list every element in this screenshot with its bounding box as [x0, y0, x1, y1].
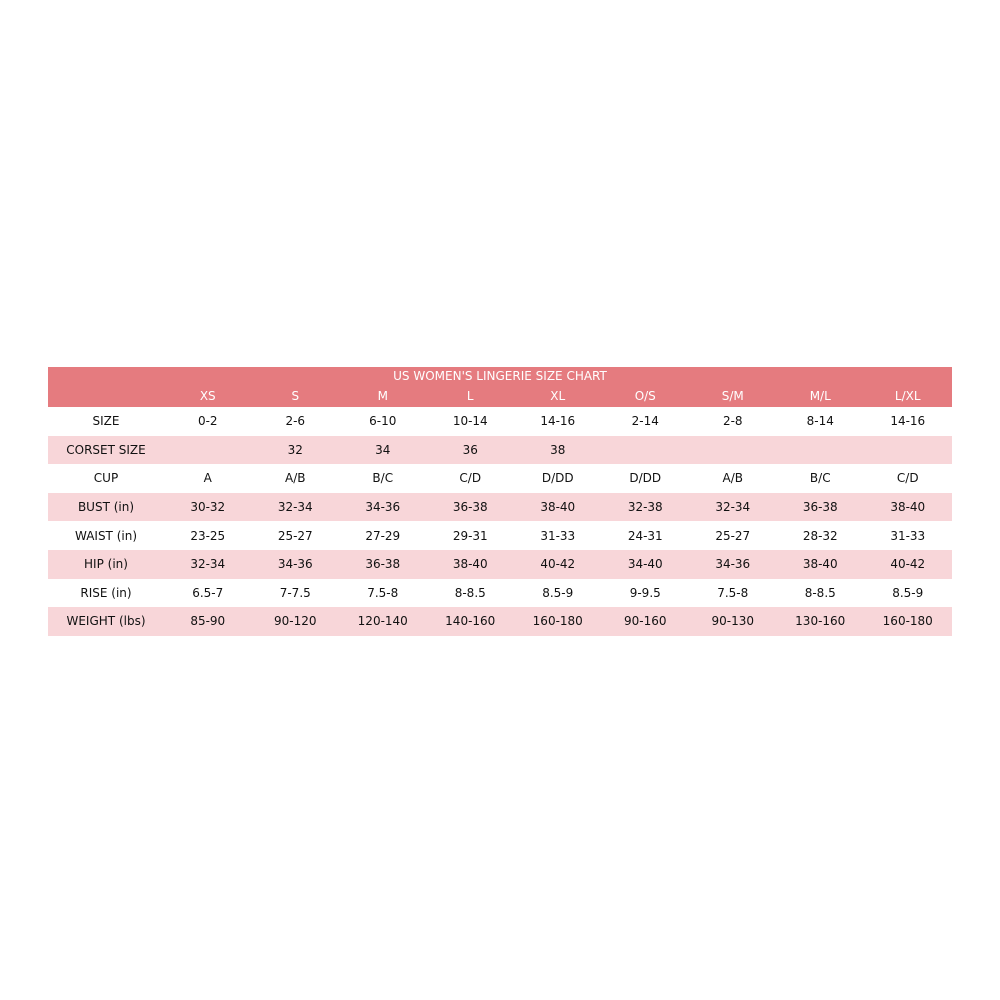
table-cell: 8.5-9 [542, 585, 574, 600]
table-cell: 23-25 [190, 528, 226, 543]
table-cell: 7.5-8 [367, 585, 399, 600]
table-cell: 120-140 [357, 614, 408, 629]
table-cell: 130-160 [795, 614, 846, 629]
table-cell: 24-31 [627, 528, 663, 543]
table-cell: 2-6 [285, 414, 306, 429]
column-header-m-l: M/L [809, 388, 831, 403]
table-cell: 36-38 [365, 557, 401, 572]
row-label: SIZE [92, 414, 120, 429]
column-header-m: M [377, 388, 388, 403]
column-header-o-s: O/S [634, 388, 656, 403]
table-cell: 85-90 [190, 614, 226, 629]
table-cell: C/D [459, 471, 482, 486]
table-cell: 14-16 [540, 414, 576, 429]
table-cell: 25-27 [277, 528, 313, 543]
table-cell: A/B [722, 471, 743, 486]
row-label: WAIST (in) [74, 528, 138, 543]
table-row: BUST (in) 30-32 32-34 34-36 36-38 38-40 32-38 3… [48, 492, 952, 522]
row-label: BUST (in) [77, 500, 135, 515]
table-cell: 34 [375, 442, 391, 457]
column-header-row: XS S M L XL O/S S/M M/L L/XL [48, 384, 952, 407]
table-cell: 34-40 [627, 557, 663, 572]
table-header: US WOMEN'S LINGERIE SIZE CHART XS S M L XL O/… [48, 367, 952, 407]
table-cell: 38-40 [452, 557, 488, 572]
table-cell: A/B [285, 471, 306, 486]
table-row: CORSET SIZE 32 34 36 38 [48, 435, 952, 465]
table-row: CUP A A/B B/C C/D D/DD D/DD A/B B/C C/D [48, 464, 952, 493]
table-row: HIP (in) 32-34 34-36 36-38 38-40 40-42 34-40 34… [48, 549, 952, 579]
table-cell: 160-180 [532, 614, 583, 629]
table-cell: 90-130 [711, 614, 754, 629]
table-cell: 38-40 [540, 500, 576, 515]
table-cell: 8-14 [806, 414, 834, 429]
table-row: WAIST (in) 23-25 25-27 27-29 29-31 31-33 24-31… [48, 521, 952, 550]
column-header-s: S [291, 388, 300, 403]
table-cell: B/C [372, 471, 394, 486]
table-cell: 34-36 [277, 557, 313, 572]
table-cell: 30-32 [190, 500, 226, 515]
table-cell: 36-38 [452, 500, 488, 515]
table-cell: 6.5-7 [192, 585, 224, 600]
table-cell: 36-38 [802, 500, 838, 515]
table-cell: 6-10 [369, 414, 397, 429]
table-cell: 40-42 [890, 557, 926, 572]
table-cell: 34-36 [365, 500, 401, 515]
table-cell: 38 [550, 442, 566, 457]
table-row: SIZE 0-2 2-6 6-10 10-14 14-16 2-14 2-8 8-14 14-16 [48, 407, 952, 436]
table-cell: 34-36 [715, 557, 751, 572]
table-cell: 32 [287, 442, 303, 457]
table-cell: 2-8 [722, 414, 743, 429]
table-cell: 40-42 [540, 557, 576, 572]
table-cell: 14-16 [890, 414, 926, 429]
table-cell: D/DD [541, 471, 574, 486]
row-label: WEIGHT (lbs) [66, 614, 146, 629]
column-header-s-m: S/M [721, 388, 744, 403]
table-cell: 90-160 [623, 614, 667, 629]
table-cell: B/C [809, 471, 831, 486]
table-cell: 28-32 [802, 528, 838, 543]
row-label: CUP [93, 471, 119, 486]
table-cell: 7-7.5 [279, 585, 311, 600]
table-cell: 7.5-8 [717, 585, 749, 600]
table-cell: C/D [896, 471, 919, 486]
table-cell: 38-40 [890, 500, 926, 515]
table-cell: 29-31 [452, 528, 488, 543]
row-label: CORSET SIZE [66, 442, 146, 457]
table-cell: 9-9.5 [629, 585, 661, 600]
column-header-l-xl: L/XL [894, 388, 921, 403]
table-cell: 38-40 [802, 557, 838, 572]
table-body: SIZE 0-2 2-6 6-10 10-14 14-16 2-14 2-8 8-14 14-16… [48, 407, 952, 636]
row-label: HIP (in) [84, 557, 128, 572]
table-cell: 160-180 [882, 614, 933, 629]
table-cell: 25-27 [715, 528, 751, 543]
table-cell: 0-2 [197, 414, 218, 429]
table-cell: D/DD [629, 471, 662, 486]
size-chart-table: US WOMEN'S LINGERIE SIZE CHART XS S M L XL O/… [48, 367, 952, 636]
table-cell: 8.5-9 [892, 585, 924, 600]
table-cell: 32-38 [627, 500, 663, 515]
table-cell: 140-160 [445, 614, 496, 629]
column-header-xl: XL [550, 388, 566, 403]
table-cell: 32-34 [190, 557, 226, 572]
table-cell: 90-120 [273, 614, 317, 629]
chart-title: US WOMEN'S LINGERIE SIZE CHART [393, 369, 607, 383]
table-cell: 8-8.5 [804, 585, 836, 600]
table-cell: 2-14 [631, 414, 659, 429]
table-cell: 8-8.5 [454, 585, 486, 600]
column-header-xs: XS [199, 388, 216, 403]
table-cell: 32-34 [715, 500, 751, 515]
table-row: RISE (in) 6.5-7 7-7.5 7.5-8 8-8.5 8.5-9 9-9.5 7… [48, 579, 952, 608]
table-cell: 31-33 [890, 528, 926, 543]
column-header-l: L [466, 388, 474, 403]
table-cell: A [203, 471, 212, 486]
table-row: WEIGHT (lbs) 85-90 90-120 120-140 140-160 160… [48, 607, 952, 636]
row-label: RISE (in) [80, 585, 132, 600]
table-cell: 32-34 [277, 500, 313, 515]
table-cell: 10-14 [452, 414, 488, 429]
table-cell: 27-29 [365, 528, 401, 543]
table-cell: 31-33 [540, 528, 576, 543]
table-cell: 36 [462, 442, 478, 457]
